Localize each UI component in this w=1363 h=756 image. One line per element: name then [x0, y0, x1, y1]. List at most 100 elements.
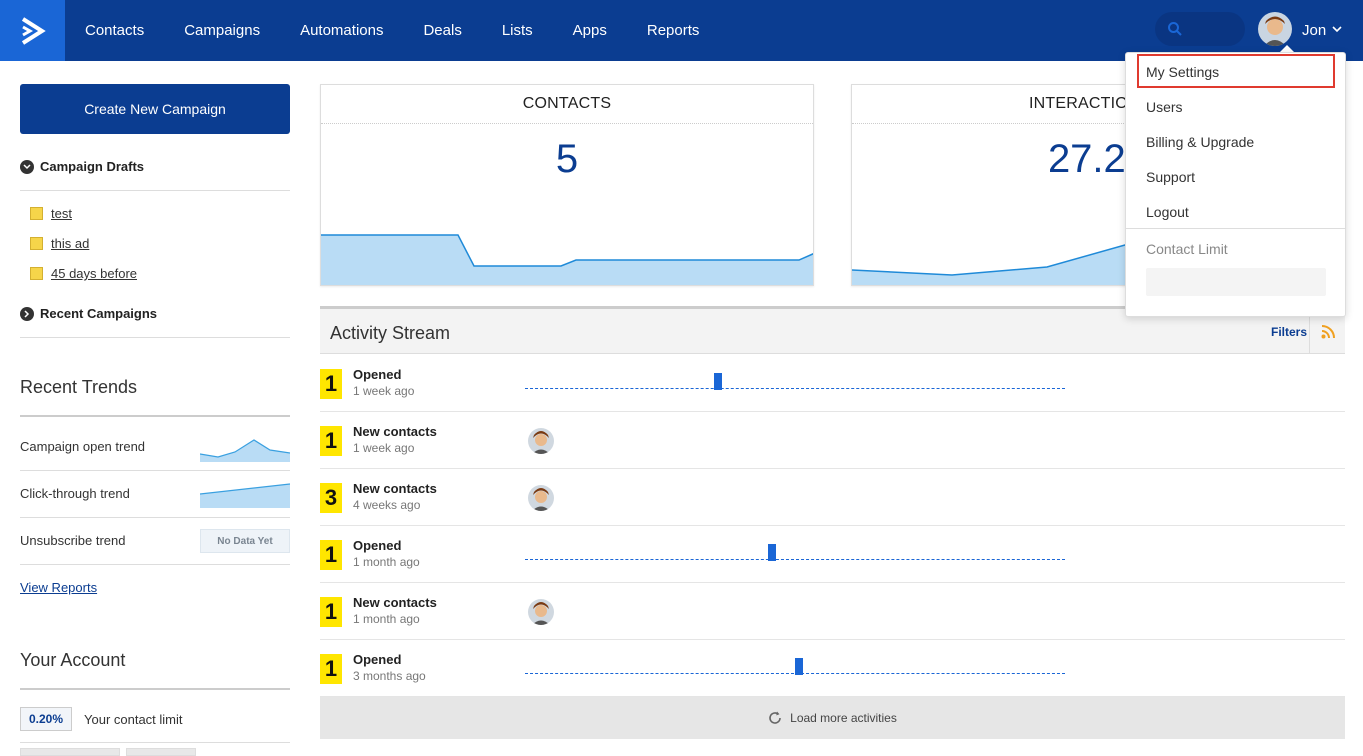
timeline-marker [714, 373, 722, 390]
app-logo[interactable] [0, 0, 65, 61]
view-reports-link[interactable]: View Reports [20, 580, 98, 595]
divider [852, 123, 1344, 124]
open-trend-sparkline [200, 439, 290, 462]
menu-item-users[interactable]: Users [1146, 99, 1183, 115]
filters-button[interactable]: Filters [1270, 325, 1307, 339]
highlight-box [1137, 54, 1335, 88]
activity-row[interactable]: 1 New contacts 1 month ago [320, 583, 1345, 640]
refresh-icon [769, 711, 781, 724]
draft-link[interactable]: this ad [51, 236, 90, 251]
card-title: CONTACTS [522, 95, 612, 112]
activity-type: Opened [353, 538, 402, 553]
search-input[interactable] [1155, 12, 1245, 46]
user-avatar[interactable] [1258, 12, 1292, 46]
user-dropdown-menu: My Settings Users Billing & Upgrade Supp… [1125, 52, 1346, 317]
draft-link[interactable]: 45 days before [51, 266, 138, 281]
activity-time: 1 week ago [353, 441, 415, 455]
activity-row[interactable]: 1 Opened 1 week ago [320, 355, 1345, 412]
recent-campaigns-toggle[interactable]: Recent Campaigns [20, 306, 157, 321]
contact-limit-percent: 0.20% [20, 707, 72, 731]
activity-time: 4 weeks ago [353, 498, 421, 512]
dropdown-caret [1279, 45, 1295, 53]
divider [20, 564, 290, 565]
contact-limit-heading: Contact Limit [1146, 241, 1228, 257]
activity-timeline [525, 388, 1065, 389]
activity-count-badge: 1 [320, 597, 342, 627]
chevron-down-icon[interactable] [1332, 26, 1342, 33]
campaign-drafts-toggle[interactable]: Campaign Drafts [20, 159, 144, 174]
rss-icon [1321, 324, 1335, 338]
user-menu-name[interactable]: Jon [1302, 22, 1327, 39]
menu-item-logout[interactable]: Logout [1146, 204, 1189, 220]
activity-row[interactable]: 1 Opened 3 months ago [320, 640, 1345, 697]
no-data-placeholder: No Data Yet [200, 529, 290, 553]
trend-label: Click-through trend [20, 486, 130, 501]
activity-type: New contacts [353, 595, 437, 610]
draft-item: 45 days before [30, 266, 137, 281]
logo-chevron-icon [21, 16, 46, 45]
draft-link[interactable]: test [51, 206, 72, 221]
create-campaign-button[interactable]: Create New Campaign [20, 84, 290, 134]
recent-campaigns-title: Recent Campaigns [40, 306, 158, 321]
load-more-button[interactable]: Load more activities [320, 697, 1345, 739]
activity-time: 1 week ago [353, 384, 415, 398]
rss-feed-button[interactable] [1309, 309, 1345, 354]
nav-reports[interactable]: Reports [646, 22, 700, 39]
nav-automations[interactable]: Automations [300, 22, 384, 39]
contact-avatar[interactable] [528, 599, 554, 625]
nav-campaigns[interactable]: Campaigns [184, 22, 261, 39]
menu-item-my-settings[interactable]: My Settings [1146, 64, 1220, 80]
campaign-drafts-title: Campaign Drafts [40, 159, 145, 174]
search-icon [1168, 22, 1182, 36]
activity-type: Opened [353, 367, 402, 382]
chevron-down-icon [20, 159, 34, 174]
nav-apps[interactable]: Apps [572, 22, 607, 39]
activity-count-badge: 3 [320, 483, 342, 513]
nav-lists[interactable]: Lists [501, 22, 533, 39]
top-navbar: Contacts Campaigns Automations Deals Lis… [0, 0, 1363, 61]
activity-type: New contacts [353, 481, 437, 496]
trend-label: Campaign open trend [20, 439, 146, 454]
menu-item-support[interactable]: Support [1146, 169, 1196, 185]
account-button[interactable] [126, 748, 196, 756]
your-account-title: Your Account [20, 650, 126, 670]
timeline-marker [795, 658, 803, 675]
divider [20, 688, 290, 690]
activity-count-badge: 1 [320, 369, 342, 399]
divider [20, 517, 290, 518]
trend-label: Unsubscribe trend [20, 533, 126, 548]
activity-type: New contacts [353, 424, 437, 439]
draft-note-icon [30, 267, 43, 280]
click-trend-sparkline [200, 483, 290, 508]
nav-contacts[interactable]: Contacts [85, 22, 145, 39]
draft-note-icon [30, 207, 43, 220]
activity-count-badge: 1 [320, 654, 342, 684]
contact-avatar[interactable] [528, 428, 554, 454]
activity-time: 1 month ago [353, 555, 420, 569]
contact-limit-bar [1146, 268, 1326, 296]
divider [20, 337, 290, 338]
activity-time: 1 month ago [353, 612, 420, 626]
contacts-count: 5 [555, 137, 579, 181]
activity-stream-title: Activity Stream [330, 323, 451, 343]
divider [1126, 228, 1345, 229]
contacts-card: CONTACTS 5 [320, 84, 814, 286]
divider [20, 742, 290, 743]
load-more-label: Load more activities [790, 711, 897, 725]
contact-avatar[interactable] [528, 485, 554, 511]
draft-item: test [30, 206, 72, 221]
chevron-right-icon [20, 306, 34, 321]
activity-time: 3 months ago [353, 669, 426, 683]
activity-row[interactable]: 3 New contacts 4 weeks ago [320, 469, 1345, 526]
timeline-marker [768, 544, 776, 561]
nav-deals[interactable]: Deals [423, 22, 462, 39]
activity-row[interactable]: 1 New contacts 1 week ago [320, 412, 1345, 469]
activity-count-badge: 1 [320, 426, 342, 456]
divider [20, 470, 290, 471]
menu-item-billing[interactable]: Billing & Upgrade [1146, 134, 1255, 150]
divider [20, 190, 290, 191]
activity-type: Opened [353, 652, 402, 667]
contact-limit-label: Your contact limit [84, 712, 183, 727]
activity-row[interactable]: 1 Opened 1 month ago [320, 526, 1345, 583]
account-button[interactable] [20, 748, 120, 756]
